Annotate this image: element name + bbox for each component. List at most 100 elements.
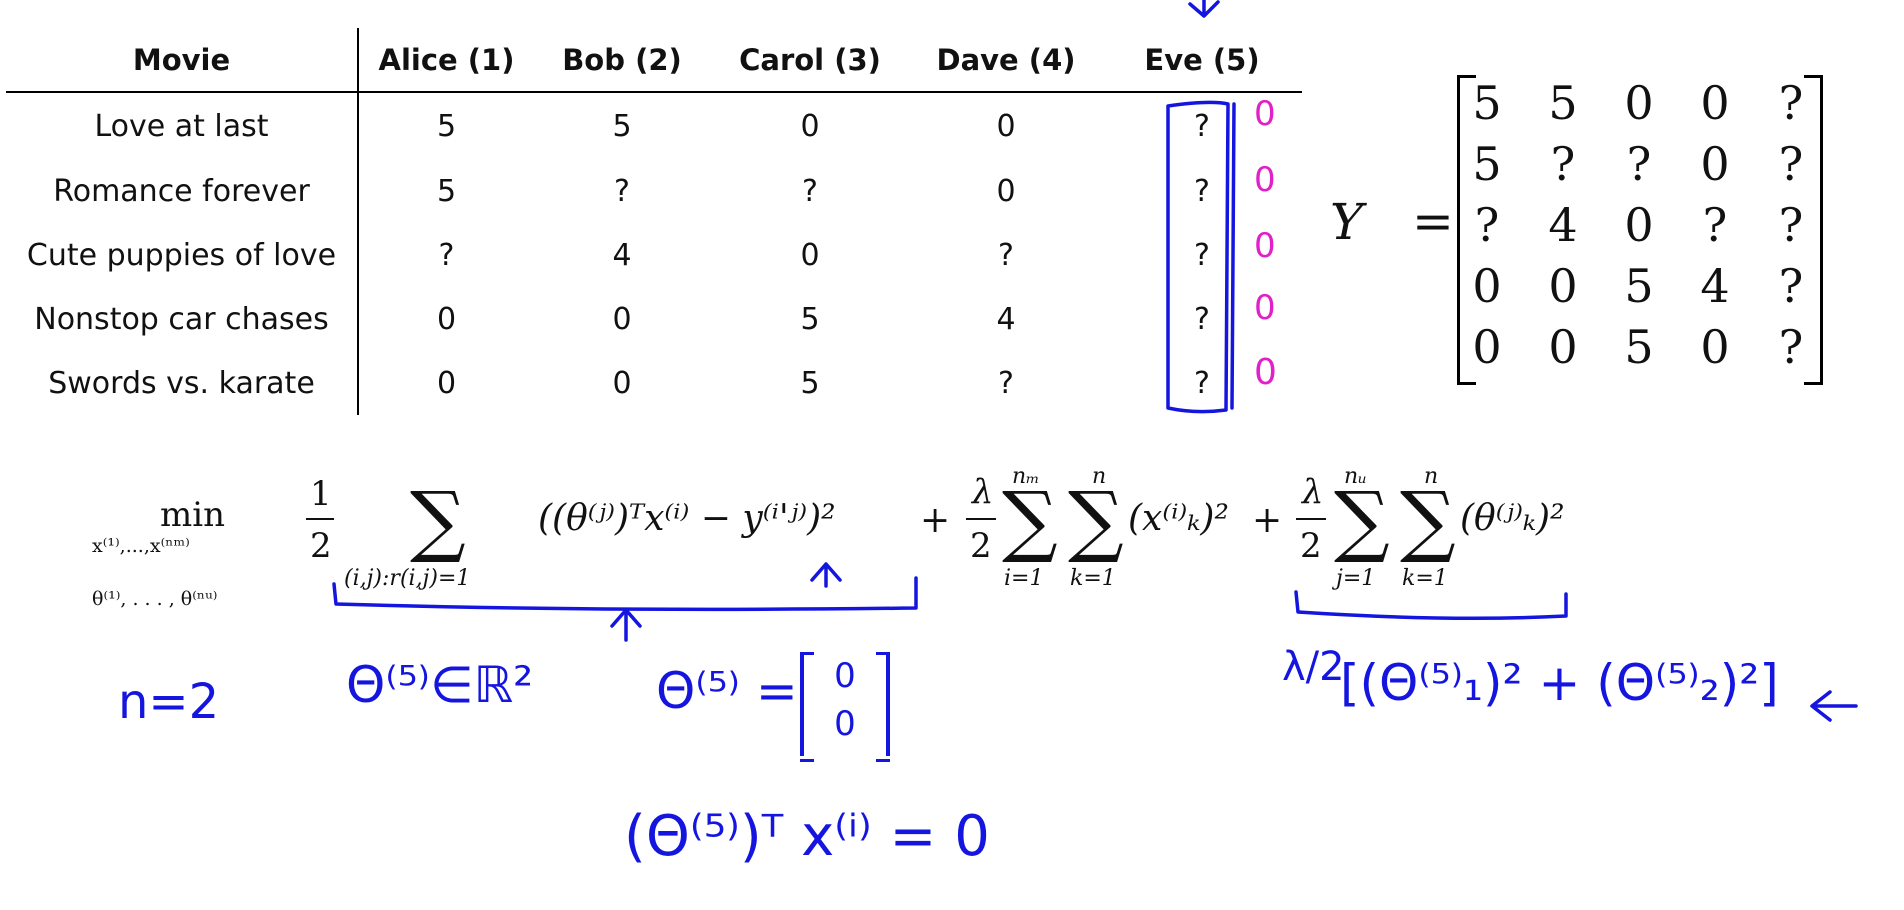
- matrix-cell: ?: [1474, 198, 1500, 252]
- rating-cell: 0: [436, 301, 457, 337]
- formula-sum-2-sub: i=1: [1004, 566, 1044, 591]
- matrix-cell: 0: [1700, 320, 1730, 374]
- movie-title: Swords vs. karate: [6, 351, 359, 415]
- matrix-cell: 4: [1548, 198, 1578, 252]
- matrix-cell: 5: [1472, 137, 1502, 191]
- matrix-cell: 5: [1548, 76, 1578, 130]
- left-arrow-icon: [1810, 690, 1858, 722]
- rating-cell: 0: [612, 365, 632, 401]
- formula-sum-4: ∑: [1334, 476, 1390, 566]
- formula-sum-2-top: nₘ: [1012, 464, 1040, 489]
- rating-cell: ?: [438, 237, 455, 273]
- hw-reg-expansion: [(Θ⁽⁵⁾₁)² + (Θ⁽⁵⁾₂)²]: [1340, 654, 1779, 712]
- hw-vector-entry: 0: [834, 656, 856, 696]
- formula-term-3: (θ⁽ʲ⁾ₖ)²: [1460, 498, 1565, 539]
- matrix-cell: 0: [1624, 198, 1654, 252]
- rating-cell: 5: [800, 365, 820, 401]
- matrix-cell: ?: [1778, 76, 1804, 130]
- formula-half-line: [306, 518, 334, 520]
- rating-cell: ?: [614, 173, 630, 209]
- rating-cell: 0: [800, 108, 820, 144]
- table-row: Romance forever 5 ? ? 0 ?: [6, 159, 1302, 223]
- formula-sum-1: ∑: [410, 476, 466, 566]
- rating-cell: 0: [800, 237, 820, 273]
- up-arrow-icon: [610, 608, 642, 642]
- matrix-cell: 5: [1624, 320, 1654, 374]
- formula-min: min: [160, 495, 226, 535]
- formula-sum-5: ∑: [1400, 476, 1456, 566]
- table-row: Cute puppies of love ? 4 0 ? ?: [6, 223, 1302, 287]
- table-row: Swords vs. karate 0 0 5 ? ?: [6, 351, 1302, 415]
- hw-theta-in-r2: Θ⁽⁵⁾∈ℝ²: [346, 656, 534, 714]
- rating-cell: 5: [436, 173, 457, 209]
- formula-term-1: ((θ⁽ʲ⁾)ᵀx⁽ⁱ⁾ − y⁽ⁱ'ʲ⁾)²: [538, 498, 836, 539]
- matrix-cell: 5: [1472, 76, 1502, 130]
- rating-cell: ?: [998, 365, 1014, 401]
- formula-term-2: (x⁽ⁱ⁾ₖ)²: [1128, 498, 1229, 539]
- rating-cell: 0: [436, 365, 457, 401]
- hw-vector-entry: 0: [834, 704, 856, 744]
- ratings-table: Movie Alice (1) Bob (2) Carol (3) Dave (…: [6, 28, 1302, 415]
- formula-lambda-line-2: [1296, 518, 1326, 520]
- formula-two-2: 2: [1300, 526, 1322, 566]
- matrix-left-bracket: [1457, 75, 1476, 385]
- matrix-cell: ?: [1702, 198, 1728, 252]
- formula-plus-1: +: [920, 500, 951, 541]
- hw-n-equals: n=2: [118, 674, 220, 730]
- header-eve: Eve (5): [1144, 42, 1260, 77]
- rating-cell: 4: [996, 301, 1016, 337]
- matrix-cell: ?: [1778, 137, 1804, 191]
- formula-min-sub-theta: θ⁽¹⁾, . . . , θ⁽ⁿᵘ⁾: [92, 588, 218, 610]
- hw-vector-right-cap: [876, 652, 890, 762]
- formula-sum-4-top: nᵤ: [1344, 464, 1367, 489]
- rating-cell: ?: [998, 237, 1014, 273]
- rating-cell: 0: [996, 108, 1016, 144]
- hw-lambda-over-two: λ/2: [1282, 644, 1345, 690]
- table-row: Love at last 5 5 0 0 ?: [6, 92, 1302, 159]
- hw-theta-vector: 0 0: [800, 652, 890, 762]
- formula-sum-3-top: n: [1092, 464, 1107, 489]
- formula-lambda-1: λ: [972, 472, 994, 512]
- matrix-cell: 0: [1548, 259, 1578, 313]
- matrix-equals: =: [1412, 192, 1454, 250]
- matrix-cell: ?: [1778, 320, 1804, 374]
- movie-title: Cute puppies of love: [6, 223, 359, 287]
- eve-mark-1: 0: [1254, 160, 1276, 200]
- matrix-cell: 0: [1700, 76, 1730, 130]
- reg-underbrace: [1294, 590, 1568, 620]
- matrix-cell: 0: [1472, 320, 1502, 374]
- eve-mark-0: 0: [1254, 94, 1276, 134]
- rating-cell: 0: [996, 173, 1016, 209]
- formula-sum-5-sub: k=1: [1402, 566, 1448, 591]
- formula-lambda-line-1: [966, 518, 996, 520]
- formula-sum-2: ∑: [1002, 476, 1058, 566]
- matrix-cell: ?: [1550, 137, 1576, 191]
- formula-sum-5-top: n: [1424, 464, 1439, 489]
- rating-cell: 5: [612, 108, 632, 144]
- formula-sum-3-sub: k=1: [1070, 566, 1116, 591]
- hw-theta-eq: Θ⁽⁵⁾ =: [656, 662, 798, 720]
- movie-title: Love at last: [6, 92, 359, 159]
- matrix-right-bracket: [1804, 75, 1823, 385]
- header-movie: Movie: [6, 28, 359, 92]
- eve-mark-2: 0: [1254, 226, 1276, 266]
- table-header-row: Movie Alice (1) Bob (2) Carol (3) Dave (…: [6, 28, 1302, 92]
- matrix-cell: ?: [1778, 259, 1804, 313]
- matrix-cell: ?: [1626, 137, 1652, 191]
- hw-product-eq-zero: (Θ⁽⁵⁾)ᵀ x⁽ⁱ⁾ = 0: [624, 804, 990, 869]
- matrix-cell: ?: [1778, 198, 1804, 252]
- rating-cell: 0: [612, 301, 632, 337]
- matrix-cell: 0: [1548, 320, 1578, 374]
- matrix-label: Y: [1330, 193, 1364, 251]
- rating-cell: 5: [800, 301, 820, 337]
- header-carol: Carol (3): [739, 42, 881, 77]
- matrix-cell: 4: [1700, 259, 1730, 313]
- matrix-cell: 0: [1700, 137, 1730, 191]
- rating-cell: 4: [612, 237, 632, 273]
- formula-sum-4-sub: j=1: [1336, 566, 1376, 591]
- header-alice: Alice (1): [378, 42, 515, 77]
- formula-lambda-2: λ: [1302, 472, 1324, 512]
- formula-plus-2: +: [1252, 500, 1283, 541]
- header-bob: Bob (2): [562, 42, 682, 77]
- formula-two-1: 2: [970, 526, 992, 566]
